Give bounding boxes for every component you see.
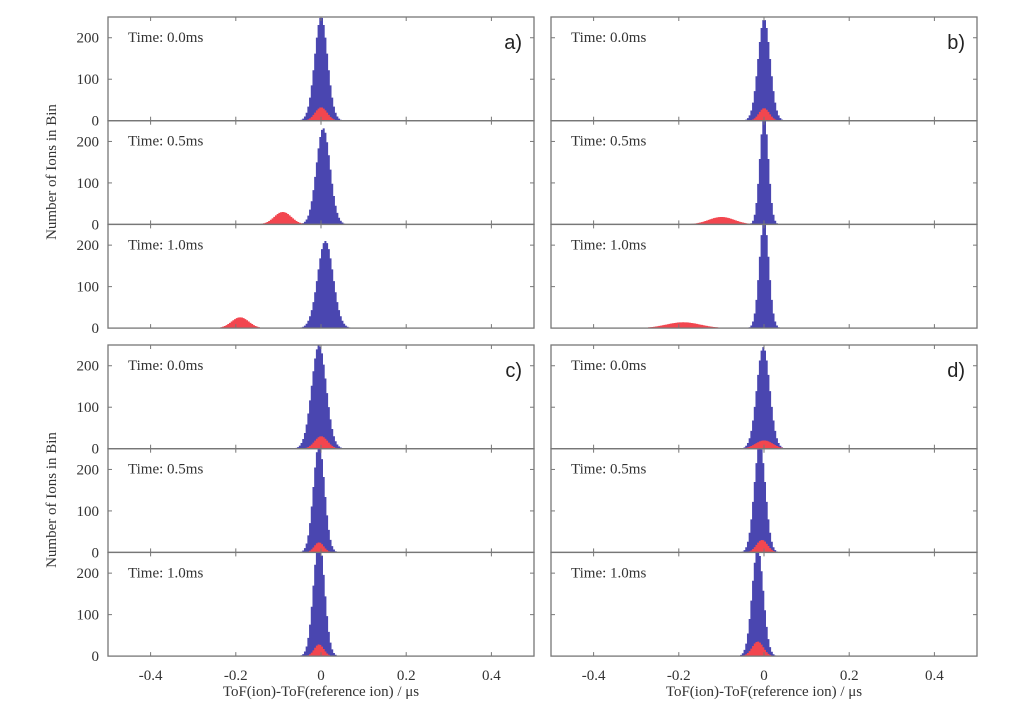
species-ion-histogram (305, 644, 332, 657)
subplot: Time: 0.0ms (550, 344, 978, 450)
reference-ion-histogram (740, 448, 780, 553)
subplot: Time: 1.0ms (550, 223, 978, 329)
time-label: Time: 0.5ms (128, 462, 203, 478)
species-ion-histogram (746, 539, 778, 553)
y-tick-label: 0 (92, 321, 100, 337)
x-tick-label: -0.4 (139, 668, 163, 684)
species-ion-histogram (217, 317, 264, 329)
subplot: Time: 0.5ms (550, 448, 978, 554)
subplot: Time: 0.0ms (550, 16, 978, 122)
y-axis-title-bottom: Number of Ions in Bin (44, 432, 60, 568)
y-tick-label: 100 (77, 176, 100, 192)
y-tick-label: 0 (92, 649, 100, 665)
y-tick-label: 0 (92, 442, 100, 458)
subplot: 0 100 200 Time: 0.0ms (77, 16, 535, 130)
reference-ion-histogram (741, 347, 785, 449)
species-ion-histogram (303, 436, 339, 449)
panel-label: c) (505, 360, 522, 382)
subplot: 0 100 200 Time: 0.5ms (77, 448, 535, 561)
panel-label: d) (947, 360, 965, 382)
x-tick-label: 0 (760, 668, 768, 684)
x-tick-label: -0.4 (582, 668, 606, 684)
y-tick-label: 0 (92, 217, 100, 233)
x-tick-label: 0.2 (840, 668, 859, 684)
species-ion-histogram (741, 440, 787, 449)
reference-ion-histogram (300, 448, 339, 553)
subplot: Time: 0.5ms (550, 120, 978, 226)
reference-ion-histogram (738, 552, 777, 657)
y-tick-label: 100 (77, 608, 100, 624)
subplot: 0 100 200 Time: 0.5ms (77, 120, 535, 233)
reference-ion-histogram (298, 17, 344, 121)
y-tick-label: 0 (92, 114, 100, 130)
panel-label: a) (504, 32, 522, 54)
time-label: Time: 0.0ms (571, 30, 646, 46)
time-label: Time: 0.0ms (128, 358, 203, 374)
time-label: Time: 0.5ms (128, 134, 203, 150)
reference-ion-histogram (743, 20, 785, 121)
panel-b: Time: 0.0ms Time: 0.5ms Time: 1.0ms b) (550, 16, 978, 329)
reference-ion-histogram (298, 240, 352, 329)
species-ion-histogram (689, 216, 755, 225)
species-ion-histogram (741, 641, 773, 657)
y-tick-label: 100 (77, 280, 100, 296)
x-axis-title-right: ToF(ion)-ToF(reference ion) / μs (666, 684, 862, 700)
panel-label: b) (947, 32, 965, 54)
y-tick-label: 200 (77, 134, 100, 150)
species-ion-histogram (643, 322, 724, 329)
subplot: 0 100 200 Time: 0.0ms (77, 344, 535, 458)
y-tick-label: 200 (77, 31, 100, 47)
species-ion-histogram (259, 211, 306, 225)
y-tick-label: 200 (77, 238, 100, 254)
reference-ion-histogram (748, 224, 780, 329)
reference-ion-histogram (300, 128, 347, 225)
y-tick-label: 100 (77, 400, 100, 416)
y-tick-label: 200 (77, 359, 100, 375)
panel-c: 0 100 200 Time: 0.0ms 0 100 200 Time: 0.5ms 0 100… (77, 344, 535, 684)
x-tick-label: 0.2 (397, 668, 416, 684)
species-ion-histogram (750, 108, 778, 121)
x-axis-title-left: ToF(ion)-ToF(reference ion) / μs (223, 684, 419, 700)
subplot: 0 100 200 Time: 1.0ms (77, 223, 535, 337)
panel-a: 0 100 200 Time: 0.0ms 0 100 200 Time: 0.5ms 0 100… (77, 16, 535, 337)
species-ion-histogram (303, 107, 339, 121)
time-label: Time: 1.0ms (571, 237, 646, 253)
y-tick-label: 200 (77, 462, 100, 478)
species-ion-histogram (307, 542, 332, 553)
subplot: 0 100 200 Time: 1.0ms (77, 551, 535, 665)
time-label: Time: 0.0ms (571, 358, 646, 374)
time-label: Time: 1.0ms (128, 565, 203, 581)
y-tick-label: 0 (92, 545, 100, 561)
time-label: Time: 0.5ms (571, 462, 646, 478)
time-label: Time: 0.0ms (128, 30, 203, 46)
y-axis-title-top: Number of Ions in Bin (44, 104, 60, 240)
reference-ion-histogram (293, 345, 344, 449)
x-tick-label: -0.2 (667, 668, 691, 684)
y-tick-label: 100 (77, 504, 100, 520)
subplot: Time: 1.0ms (550, 551, 978, 657)
reference-ion-histogram (300, 552, 339, 657)
x-tick-label: -0.2 (224, 668, 248, 684)
reference-ion-histogram (748, 120, 780, 225)
time-label: Time: 1.0ms (128, 237, 203, 253)
time-label: Time: 0.5ms (571, 134, 646, 150)
x-tick-label: 0.4 (925, 668, 944, 684)
y-tick-label: 200 (77, 566, 100, 582)
time-label: Time: 1.0ms (571, 565, 646, 581)
x-tick-label: 0 (317, 668, 325, 684)
x-tick-label: 0.4 (482, 668, 501, 684)
panel-d: Time: 0.0ms Time: 0.5ms Time: 1.0ms -0.4 -0.… (550, 344, 978, 684)
y-tick-label: 100 (77, 72, 100, 88)
